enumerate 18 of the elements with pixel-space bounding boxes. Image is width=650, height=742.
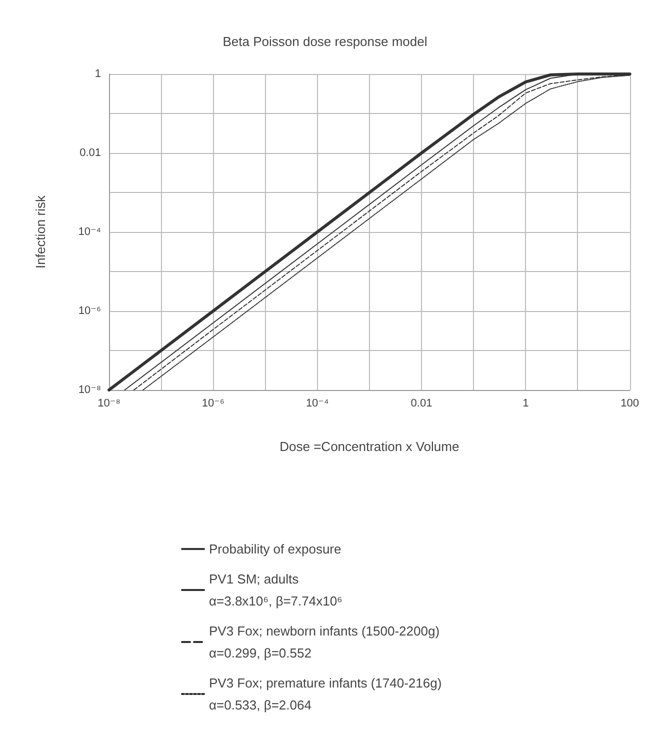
legend-label: Probability of exposure (209, 542, 342, 556)
x-tick-label: 0.01 (410, 398, 432, 410)
x-tick-label: 1 (522, 398, 529, 410)
x-tick-label: 10⁻⁴ (306, 398, 329, 410)
x-tick-label: 10⁻⁶ (202, 398, 224, 410)
y-tick-label: 1 (94, 68, 101, 80)
x-tick-label: 10⁻⁸ (98, 398, 120, 410)
legend-label: PV1 SM; adults α=3.8x10⁶, β=7.74x10⁶ (209, 572, 342, 608)
y-tick-label: 10⁻⁴ (78, 226, 102, 238)
y-axis-title: Infection risk (33, 195, 48, 268)
x-axis-title: Dose =Concentration x Volume (280, 439, 460, 454)
y-tick-label: 10⁻⁶ (78, 305, 101, 317)
legend-label: PV3 Fox; newborn infants (1500-2200g) α=0.299, β=0.552 (209, 624, 440, 660)
chart-title: Beta Poisson dose response model (222, 34, 428, 49)
x-tick-label: 100 (620, 398, 640, 410)
y-tick-label: 0.01 (80, 147, 101, 159)
y-tick-label: 10⁻⁸ (78, 384, 101, 396)
legend-label: PV3 Fox; premature infants (1740-216g) α=0.533, β=2.064 (209, 676, 442, 712)
